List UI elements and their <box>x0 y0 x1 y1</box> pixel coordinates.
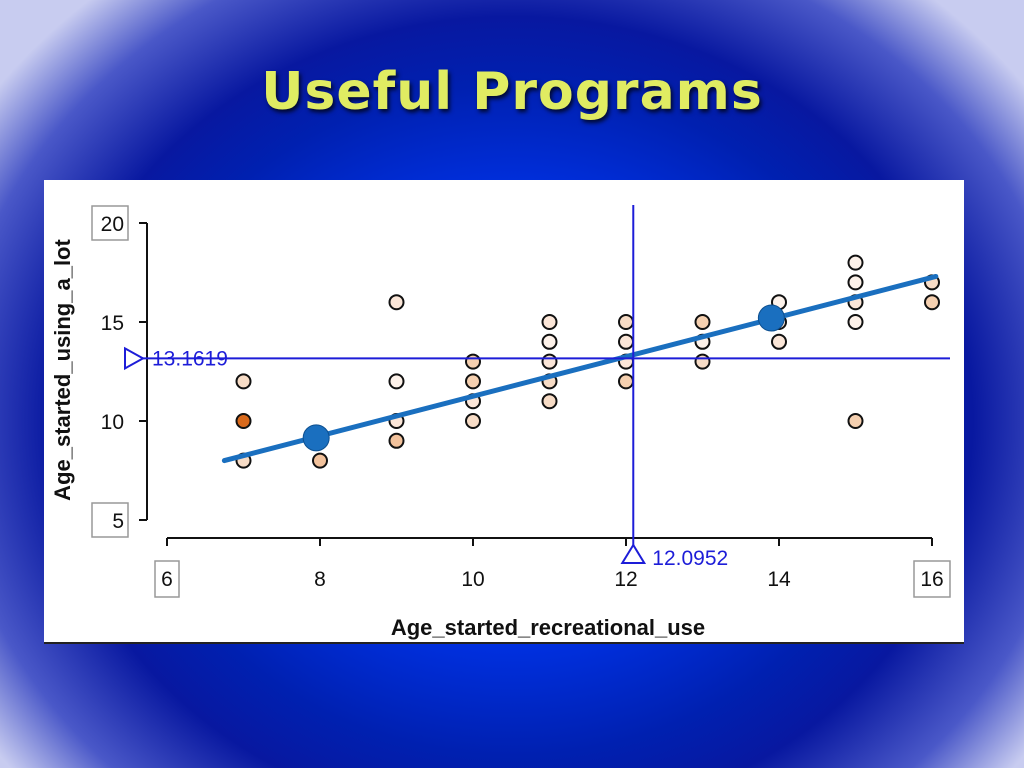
data-point[interactable] <box>847 413 864 429</box>
x-tick-label[interactable]: 6 <box>161 568 173 591</box>
crosshair-x-marker-icon[interactable] <box>620 543 647 564</box>
crosshair-group: 13.1619 12.0952 <box>124 205 950 570</box>
data-point[interactable] <box>847 314 864 330</box>
data-point[interactable] <box>388 432 405 449</box>
fit-line-handle[interactable] <box>757 304 785 332</box>
data-point[interactable] <box>465 373 481 390</box>
fit-line-handle[interactable] <box>302 424 330 452</box>
x-tick-label: 12 <box>614 568 637 591</box>
fit-line-handles <box>302 304 785 452</box>
data-point[interactable] <box>618 314 634 330</box>
x-tick-label: 8 <box>314 568 326 591</box>
data-point[interactable] <box>694 314 711 330</box>
y-axis-title: Age_started_using_a_lot <box>50 239 75 501</box>
data-point[interactable] <box>694 353 711 370</box>
ticks-group: 5 10 15 20 6 8 10 12 14 16 <box>91 205 951 598</box>
x-tick-label[interactable]: 16 <box>920 568 943 591</box>
y-limit-box[interactable] <box>91 502 129 538</box>
y-tick-label: 15 <box>101 312 124 335</box>
data-point[interactable] <box>541 393 558 410</box>
data-point[interactable] <box>388 373 405 390</box>
x-axis-title: Age_started_recreational_use <box>391 615 705 640</box>
data-point[interactable] <box>235 373 252 390</box>
data-point[interactable] <box>618 373 634 390</box>
y-tick-label[interactable]: 5 <box>112 510 124 533</box>
data-point[interactable] <box>388 294 405 311</box>
y-tick-label[interactable]: 20 <box>101 213 124 236</box>
slide-title: Useful Programs <box>261 62 763 122</box>
crosshair-y-value: 13.1619 <box>152 347 228 370</box>
fit-line[interactable] <box>221 273 939 464</box>
data-point[interactable] <box>541 353 558 370</box>
x-limit-box[interactable] <box>154 560 180 598</box>
data-point[interactable] <box>312 452 328 469</box>
points-group <box>235 254 940 469</box>
axes-group <box>146 223 932 539</box>
scatter-plot-svg: 5 10 15 20 6 8 10 12 14 16 Age_started_using_a_lo… <box>50 205 951 640</box>
data-point[interactable] <box>541 314 558 330</box>
data-point[interactable] <box>235 413 252 429</box>
data-point[interactable] <box>924 294 940 311</box>
data-point[interactable] <box>465 353 481 370</box>
data-point[interactable] <box>541 333 558 350</box>
crosshair-x-value: 12.0952 <box>652 547 728 570</box>
data-point[interactable] <box>771 333 787 350</box>
data-point[interactable] <box>618 333 634 350</box>
crosshair-y-marker-icon[interactable] <box>124 346 146 371</box>
y-tick-label: 10 <box>101 411 124 434</box>
data-point[interactable] <box>847 254 864 271</box>
x-tick-label: 14 <box>767 568 791 591</box>
x-limit-box[interactable] <box>913 560 951 598</box>
data-point[interactable] <box>465 413 481 429</box>
y-limit-box[interactable] <box>91 205 129 241</box>
x-tick-label: 10 <box>461 568 484 591</box>
data-point[interactable] <box>847 274 864 291</box>
scatter-plot-panel: 5 10 15 20 6 8 10 12 14 16 Age_started_using_a_lo… <box>44 180 964 644</box>
